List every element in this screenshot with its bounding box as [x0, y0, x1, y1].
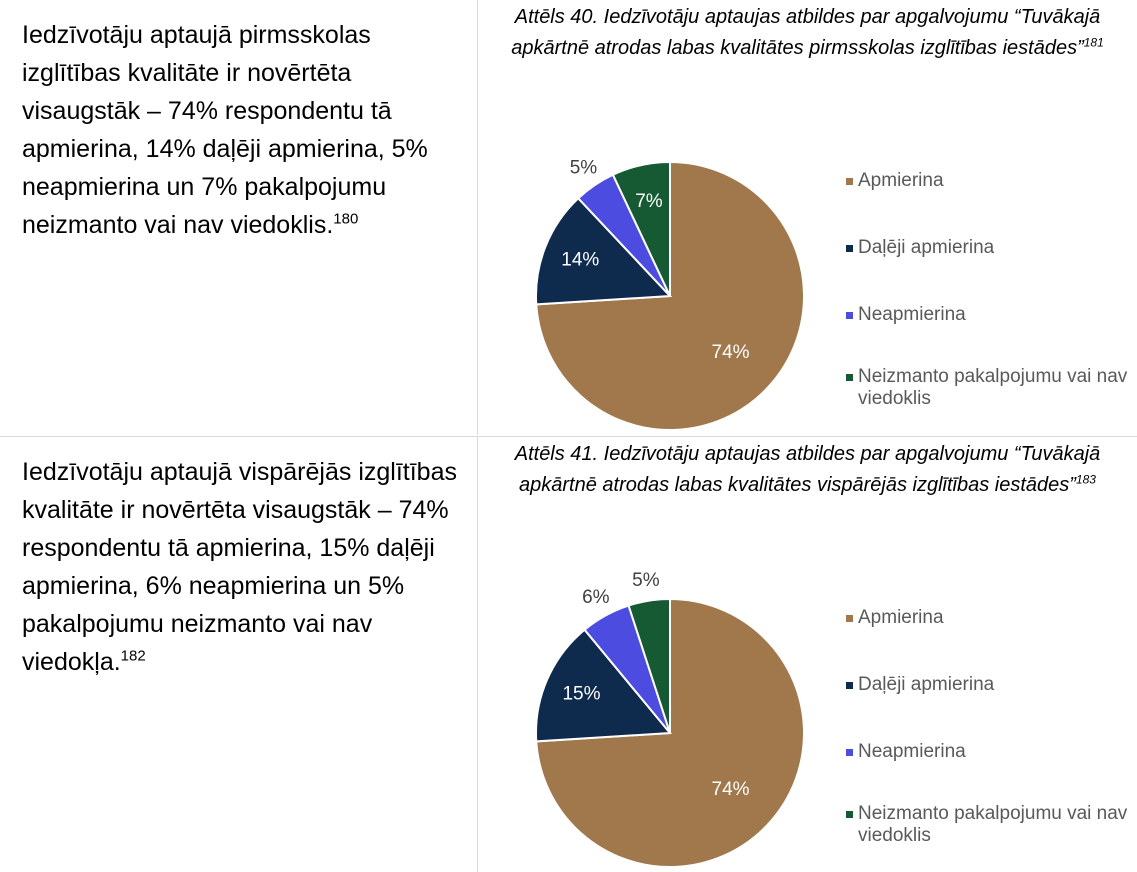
- data-label: 5%: [632, 570, 660, 591]
- legend-item: Neizmanto pakalpojumu vai nav viedoklis: [846, 803, 1128, 847]
- legend-label: Neizmanto pakalpojumu vai nav viedoklis: [858, 803, 1128, 846]
- legend-item: Neapmierina: [846, 304, 1128, 326]
- legend-swatch: [846, 615, 853, 622]
- pie-chart: 74% 15% 6% 5%: [535, 570, 805, 868]
- footnote-ref: 182: [120, 647, 146, 665]
- caption-text: Attēls 40. Iedzīvotāju aptaujas atbildes…: [511, 6, 1101, 59]
- data-label: 74%: [712, 342, 750, 363]
- legend-label: Daļēji apmierina: [858, 237, 995, 258]
- data-label: 7%: [635, 191, 663, 212]
- legend-swatch: [846, 811, 853, 818]
- legend-item: Apmierina: [846, 607, 1128, 629]
- row: Iedzīvotāju aptaujā pirmsskolas izglītīb…: [0, 0, 1137, 435]
- legend-item: Daļēji apmierina: [846, 237, 1128, 259]
- legend-item: Neapmierina: [846, 741, 1128, 763]
- legend-swatch: [846, 245, 853, 252]
- figure-caption: Attēls 40. Iedzīvotāju aptaujas atbildes…: [478, 2, 1137, 64]
- legend-item: Neizmanto pakalpojumu vai nav viedoklis: [846, 366, 1128, 410]
- data-label: 6%: [582, 587, 610, 608]
- paragraph: Iedzīvotāju aptaujā vispārējās izglītība…: [22, 458, 457, 676]
- data-label: 14%: [561, 249, 599, 270]
- legend-label: Apmierina: [858, 170, 944, 191]
- column-divider: [477, 437, 478, 872]
- row: Iedzīvotāju aptaujā vispārējās izglītība…: [0, 437, 1137, 872]
- pie-slice: [535, 628, 673, 743]
- legend-label: Daļēji apmierina: [858, 674, 995, 695]
- pie-slice: [535, 196, 673, 306]
- pie-slice: [611, 160, 671, 297]
- legend-swatch: [846, 178, 853, 185]
- data-label: 15%: [562, 684, 600, 705]
- data-label: 74%: [712, 779, 750, 800]
- figure-caption: Attēls 41. Iedzīvotāju aptaujas atbildes…: [478, 439, 1137, 501]
- legend-swatch: [846, 312, 853, 319]
- data-label: 5%: [570, 158, 598, 179]
- footnote-ref: 181: [1083, 35, 1104, 50]
- legend-swatch: [846, 682, 853, 689]
- legend-item: Daļēji apmierina: [846, 674, 1128, 696]
- legend-label: Neapmierina: [858, 741, 966, 762]
- row-separator: [0, 436, 1137, 437]
- body-text: Iedzīvotāju aptaujā pirmsskolas izglītīb…: [22, 16, 462, 244]
- footnote-ref: 183: [1075, 472, 1096, 487]
- pie-slice: [627, 597, 671, 734]
- legend-label: Apmierina: [858, 607, 944, 628]
- footnote-ref: 180: [333, 210, 359, 228]
- legend-label: Neapmierina: [858, 304, 966, 325]
- body-text: Iedzīvotāju aptaujā vispārējās izglītība…: [22, 453, 462, 681]
- pie-chart: 74% 14% 5% 7%: [535, 158, 805, 431]
- legend-swatch: [846, 374, 853, 381]
- legend-item: Apmierina: [846, 170, 1128, 192]
- legend-label: Neizmanto pakalpojumu vai nav viedoklis: [858, 366, 1128, 409]
- column-divider: [477, 0, 478, 435]
- caption-text: Attēls 41. Iedzīvotāju aptaujas atbildes…: [514, 443, 1101, 496]
- paragraph: Iedzīvotāju aptaujā pirmsskolas izglītīb…: [22, 21, 428, 239]
- legend-swatch: [846, 749, 853, 756]
